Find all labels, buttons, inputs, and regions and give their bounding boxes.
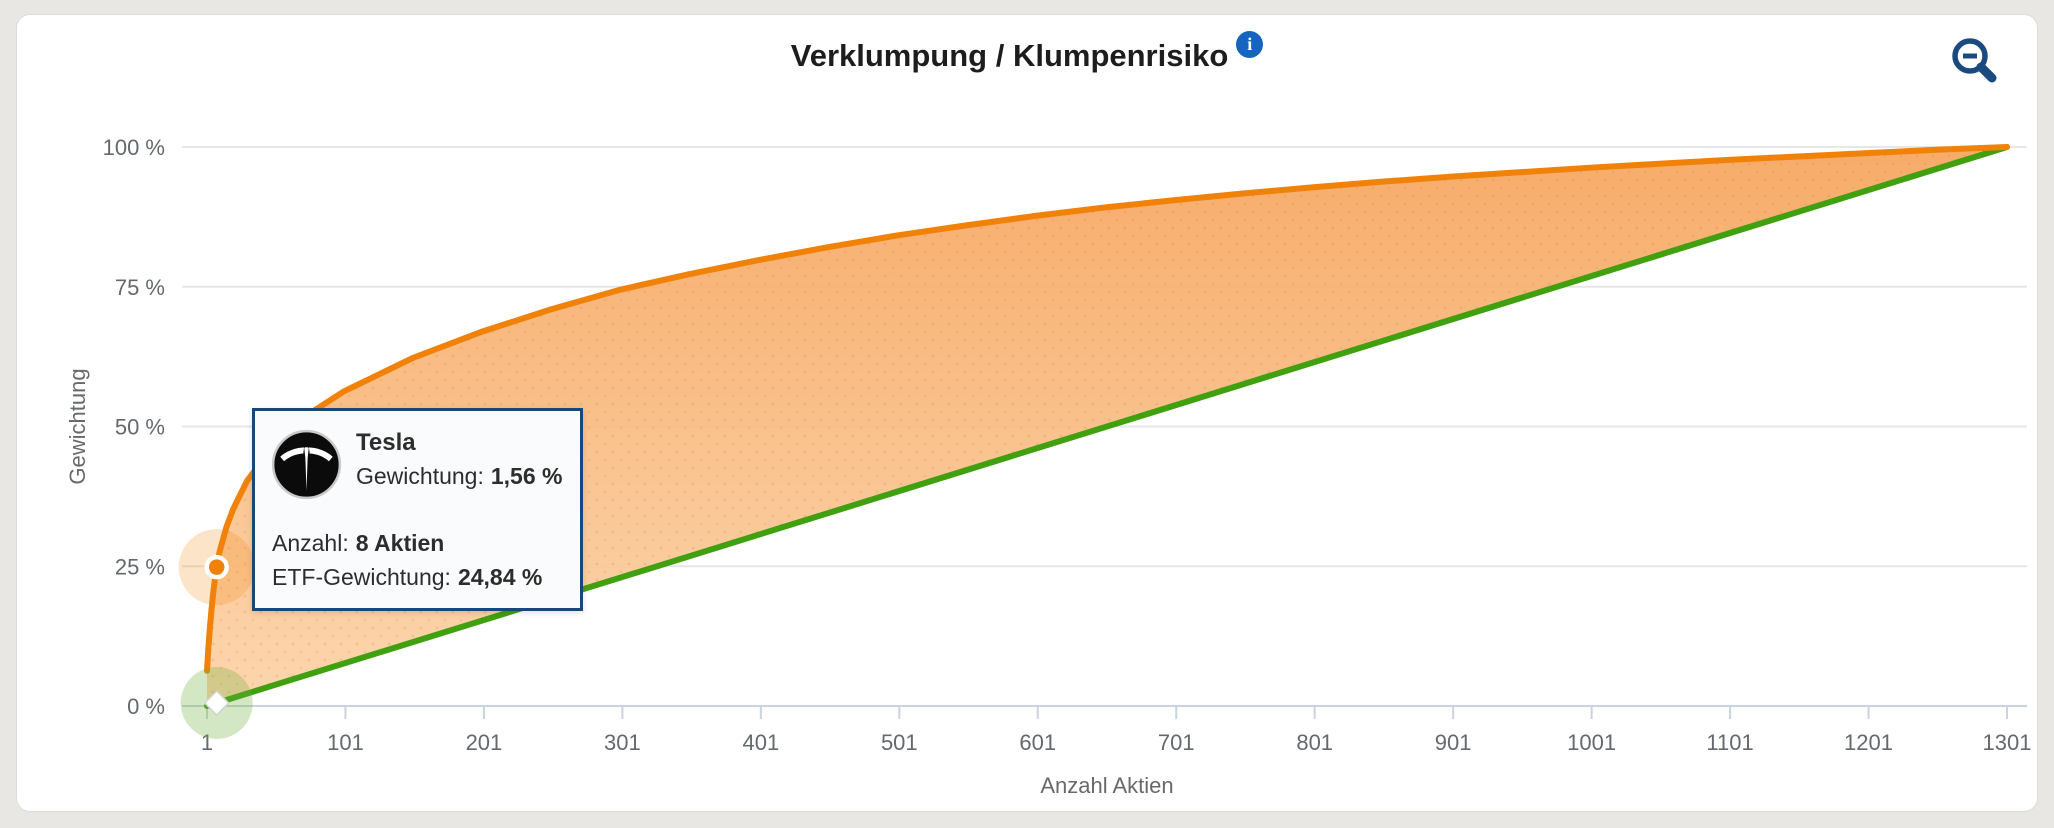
diagonal-point-marker[interactable]	[203, 689, 230, 717]
x-tick-label: 201	[466, 730, 503, 755]
y-tick-label: 50 %	[115, 415, 165, 440]
uniform-distribution-line[interactable]	[204, 144, 2010, 709]
x-tick-label: 801	[1296, 730, 1333, 755]
magnifier-minus-icon	[1952, 38, 1997, 83]
tooltip-count-label: Anzahl:	[272, 530, 349, 556]
x-tick-label: 301	[604, 730, 641, 755]
x-tick-label: 901	[1435, 730, 1472, 755]
hovered-point-marker[interactable]	[204, 554, 229, 580]
x-axis-title: Anzahl Aktien	[1040, 773, 1173, 798]
clumping-risk-chart: 1 101 201 301 401 501 601 701 801 901 1001 1101 1201…	[65, 135, 2032, 798]
x-tick-label: 501	[881, 730, 918, 755]
tooltip-weight-label: Gewichtung:	[356, 463, 484, 489]
tooltip-etf-weight-value: 24,84 %	[457, 564, 543, 590]
y-tick-label: 0 %	[127, 694, 165, 719]
x-tick-label: 1001	[1567, 730, 1616, 755]
tooltip-header: Tesla Gewichtung: 1,56 %	[356, 427, 562, 493]
x-tick-label: 701	[1158, 730, 1195, 755]
y-tick-label: 100 %	[103, 135, 165, 160]
y-tick-label: 75 %	[115, 275, 165, 300]
hover-tooltip: Tesla Gewichtung: 1,56 % Anzahl: 8 Aktien …	[252, 408, 583, 611]
tooltip-weight-line: Gewichtung: 1,56 %	[356, 459, 562, 493]
tooltip-weight-value: 1,56 %	[490, 463, 563, 489]
x-tick-label: 1	[201, 730, 213, 755]
x-tick-label: 401	[742, 730, 779, 755]
x-tick-label: 1201	[1844, 730, 1893, 755]
tooltip-count-line: Anzahl: 8 Aktien	[272, 526, 542, 560]
x-tick-label: 1101	[1706, 730, 1753, 755]
x-tick-label: 101	[327, 730, 364, 755]
tooltip-etf-weight-line: ETF-Gewichtung: 24,84 %	[272, 560, 542, 594]
zoom-out-button[interactable]	[1943, 31, 2007, 95]
info-icon[interactable]: i	[1236, 31, 1264, 58]
tooltip-etf-weight-label: ETF-Gewichtung:	[272, 564, 451, 590]
tooltip-count-value: 8 Aktien	[355, 530, 445, 556]
chart-card: Verklumpung / Klumpenrisiko i 1 101 201 301…	[16, 14, 2038, 812]
y-tick-label: 25 %	[115, 554, 165, 579]
y-axis-title: Gewichtung	[65, 368, 90, 484]
x-tick-label: 601	[1019, 730, 1056, 755]
tooltip-body: Anzahl: 8 Aktien ETF-Gewichtung: 24,84 %	[272, 526, 542, 594]
tesla-logo-icon	[271, 429, 342, 500]
tooltip-company: Tesla	[356, 429, 416, 456]
x-tick-label: 1301	[1983, 730, 2032, 755]
